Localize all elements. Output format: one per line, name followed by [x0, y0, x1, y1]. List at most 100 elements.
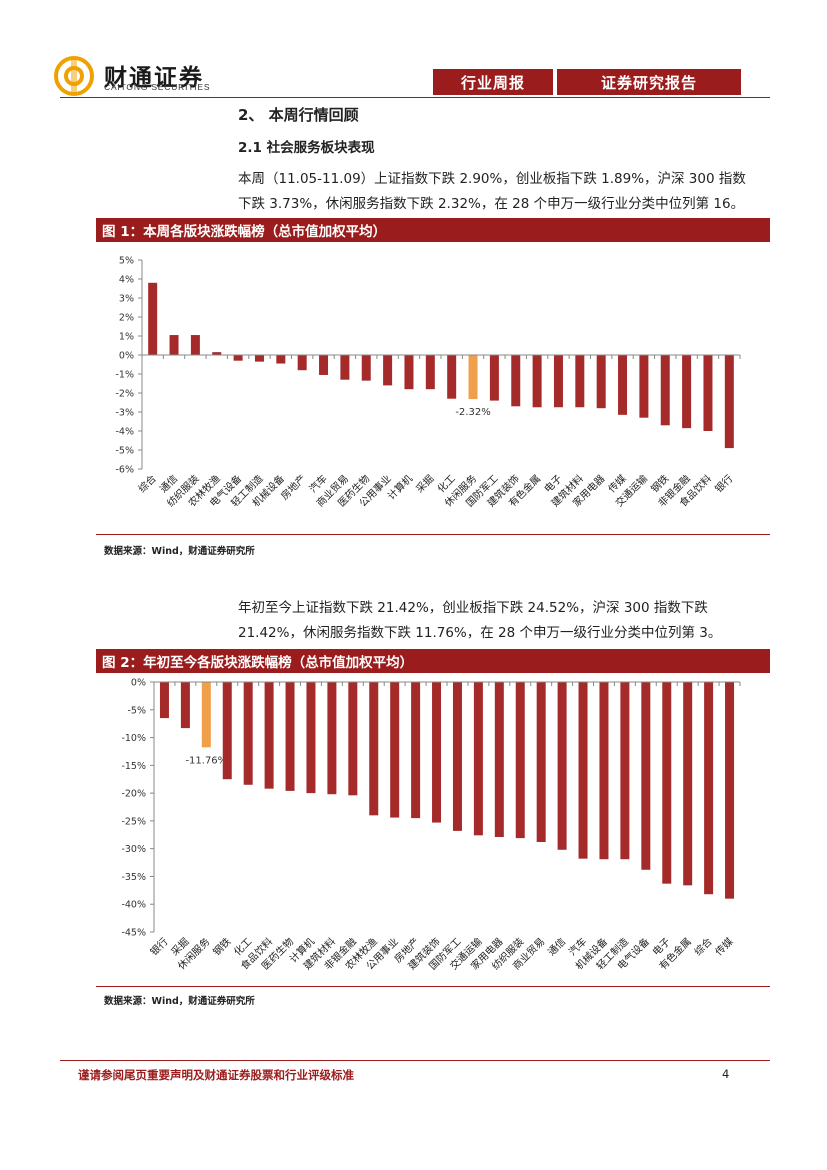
chart1-bar	[297, 355, 307, 371]
chart1-bar	[703, 355, 713, 431]
figure1-chart: 5%4%3%2%1%0%-1%-2%-3%-4%-5%-6%综合 通信纺织服装农林…	[116, 256, 741, 509]
chart1-bar	[212, 352, 222, 355]
chart1-y-tick-label: 0%	[119, 351, 134, 362]
chart2-bar	[201, 682, 211, 748]
chart2-bar	[327, 682, 337, 795]
header-tab-weekly: 行业周报	[433, 69, 553, 95]
chart1-bar	[169, 335, 179, 355]
chart2-bar	[662, 682, 672, 884]
chart1-bar	[468, 355, 478, 400]
chart1-bar	[233, 355, 243, 361]
figure1-divider	[96, 534, 770, 535]
figure1-source: 数据来源：Wind，财通证券研究所	[104, 546, 255, 557]
chart1-bar	[511, 355, 521, 407]
chart2-bar	[180, 682, 190, 729]
chart2-y-tick-label: -45%	[121, 928, 146, 939]
chart1-y-tick-label: 2%	[119, 313, 134, 324]
chart1-bar	[724, 355, 734, 449]
header-divider	[60, 97, 770, 98]
chart1-bar	[254, 355, 264, 362]
chart1-highlight-label: -2.32%	[455, 407, 490, 418]
chart1-category-label: 房地产	[278, 472, 308, 502]
chart2-bar	[222, 682, 232, 780]
chart2-bar	[369, 682, 379, 816]
chart2-bar	[641, 682, 651, 870]
figure2-title: 图 2：年初至今各版块涨跌幅榜（总市值加权平均）	[96, 649, 770, 673]
chart1-y-tick-label: -2%	[116, 389, 135, 400]
chart2-y-tick-label: -35%	[121, 872, 146, 883]
chart2-y-tick-label: -40%	[121, 900, 146, 911]
chart2-bar	[411, 682, 421, 819]
chart1-bar	[340, 355, 350, 380]
chart2-bar	[243, 682, 253, 785]
chart2-bar	[725, 682, 735, 899]
chart2-category-label: 通信	[546, 936, 569, 959]
chart2-bar	[159, 682, 169, 719]
subsection-title: 2.1 社会服务板块表现	[238, 140, 375, 156]
chart2-bar	[557, 682, 567, 850]
chart1-bar	[639, 355, 649, 418]
chart2-category-label: 传媒	[713, 936, 736, 959]
chart2-bar	[599, 682, 609, 860]
chart1-y-tick-label: -6%	[116, 465, 135, 476]
chart1-bar	[148, 282, 158, 355]
chart1-bar	[319, 355, 329, 375]
chart2-bar	[452, 682, 462, 831]
chart2-y-tick-label: -25%	[121, 816, 146, 827]
chart1-y-tick-label: -5%	[116, 446, 135, 457]
chart2-category-label: 钢铁	[210, 935, 233, 958]
chart1-bar	[190, 335, 200, 355]
chart2-y-tick-label: -20%	[121, 789, 146, 800]
chart2-y-tick-label: -15%	[121, 761, 146, 772]
chart1-bar	[660, 355, 670, 426]
figure2-source: 数据来源：Wind，财通证券研究所	[104, 996, 255, 1007]
section-title: 2、 本周行情回顾	[238, 106, 359, 124]
chart2-bar	[515, 682, 525, 839]
figure1-title: 图 1：本周各版块涨跌幅榜（总市值加权平均）	[96, 218, 770, 242]
chart1-y-tick-label: -1%	[116, 370, 135, 381]
chart2-y-tick-label: -30%	[121, 844, 146, 855]
chart1-bar	[489, 355, 499, 401]
chart1-bar	[276, 355, 286, 364]
chart2-bar	[494, 682, 504, 837]
chart1-bar	[532, 355, 542, 408]
chart1-y-tick-label: 3%	[119, 294, 134, 305]
chart2-bar	[704, 682, 714, 895]
chart1-bar	[618, 355, 628, 415]
chart2-bar	[620, 682, 630, 860]
chart1-y-tick-label: 4%	[119, 275, 134, 286]
chart2-bar	[432, 682, 442, 823]
chart1-bar	[404, 355, 414, 390]
figure2-divider	[96, 986, 770, 987]
chart2-bar	[536, 682, 546, 842]
header-tab-report: 证券研究报告	[557, 69, 741, 95]
chart2-category-label: 综合	[691, 935, 714, 958]
chart2-bar	[683, 682, 693, 886]
logo-english-name: CAITONG SECURITIES	[104, 82, 211, 92]
chart1-bar	[596, 355, 606, 409]
footer-divider	[60, 1060, 770, 1061]
chart1-y-tick-label: 1%	[119, 332, 134, 343]
chart1-y-tick-label: -4%	[116, 427, 135, 438]
chart1-category-label: 综合	[135, 472, 158, 495]
chart2-bar	[390, 682, 400, 818]
chart1-category-label: 计算机	[385, 472, 415, 502]
chart1-bar	[425, 355, 435, 390]
page-number: 4	[722, 1067, 730, 1081]
chart1-bar	[383, 355, 393, 386]
chart1-bar	[682, 355, 692, 429]
chart2-bar	[306, 682, 316, 794]
chart2-y-tick-label: 0%	[131, 678, 146, 689]
caitong-logo-icon	[54, 56, 94, 96]
figure2-chart: 0%-5%-10%-15%-20%-25%-30%-35%-40%-45%银行采…	[121, 678, 741, 972]
chart2-y-tick-label: -5%	[128, 705, 147, 716]
chart2-bar	[285, 682, 295, 791]
chart2-category-label: 银行	[147, 935, 170, 958]
chart2-bar	[578, 682, 588, 859]
chart2-bar	[473, 682, 483, 836]
chart2-bar	[264, 682, 274, 789]
chart1-bar	[447, 355, 457, 399]
chart1-y-tick-label: 5%	[119, 256, 134, 267]
chart1-category-label: 采掘	[413, 472, 436, 495]
ytd-summary-paragraph: 年初至今上证指数下跌 21.42%，创业板指下跌 24.52%，沪深 300 指…	[238, 600, 722, 641]
